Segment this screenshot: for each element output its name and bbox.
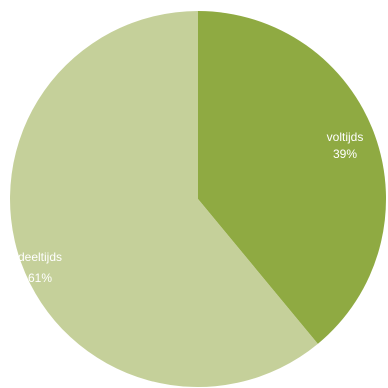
slice-label-deeltijds: deeltijds — [18, 250, 62, 264]
slice-value-deeltijds: 61% — [28, 271, 52, 285]
pie-labels: voltijds 39% deeltijds 61% — [18, 130, 363, 285]
pie-slice-voltijds — [198, 11, 387, 344]
pie-slices — [10, 11, 387, 387]
pie-slice-deeltijds — [10, 11, 318, 387]
slice-value-voltijds: 39% — [333, 147, 357, 161]
slice-label-voltijds: voltijds — [327, 130, 364, 144]
